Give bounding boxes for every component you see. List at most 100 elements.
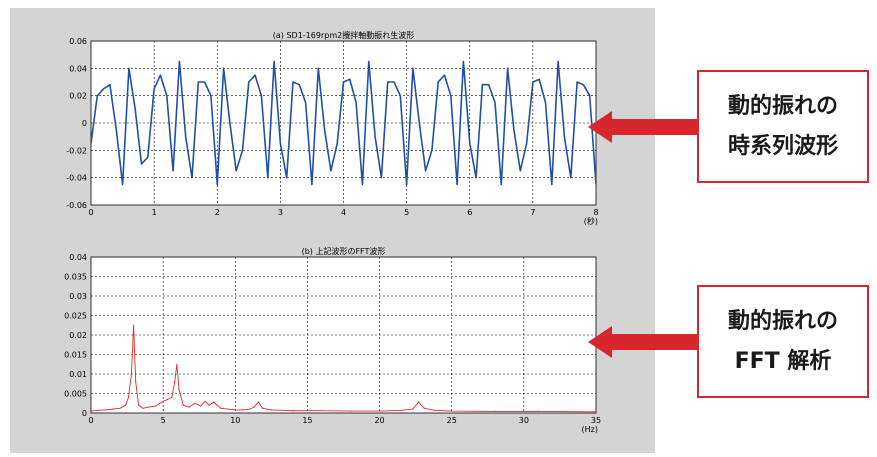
x-tick-label: 1 (152, 208, 157, 217)
data-point (257, 401, 259, 403)
data-point (185, 136, 187, 138)
x-tick-label: 3 (278, 208, 283, 217)
data-point (589, 95, 591, 97)
data-point (462, 60, 464, 63)
data-point (104, 409, 106, 411)
data-point (208, 404, 210, 406)
data-point (450, 95, 452, 97)
x-tick-label: 5 (404, 208, 409, 217)
y-tick-label: 0 (82, 119, 87, 128)
data-point (532, 81, 534, 83)
data-point (551, 183, 553, 186)
y-tick-label: 0.04 (69, 64, 87, 73)
data-point (595, 411, 596, 413)
y-tick-label: -0.04 (66, 174, 87, 183)
data-point (174, 381, 176, 383)
data-point (576, 81, 578, 83)
y-tick-label: -0.02 (66, 146, 87, 155)
data-point (350, 410, 352, 412)
data-point (142, 407, 144, 409)
data-point (153, 88, 155, 90)
y-tick-label: 0.02 (69, 92, 87, 101)
data-point (130, 373, 132, 375)
data-point (399, 95, 401, 97)
data-point (557, 60, 559, 63)
data-point (595, 183, 596, 186)
callout-fft: 動的振れの FFT 解析 (697, 285, 869, 398)
data-point (456, 183, 458, 186)
callout-time-series: 動的振れの 時系列波形 (697, 70, 869, 183)
data-point (563, 136, 566, 138)
data-point (537, 410, 539, 412)
data-point (400, 409, 402, 411)
data-point (305, 101, 307, 104)
data-point (125, 404, 127, 406)
data-point (418, 122, 420, 124)
data-point (423, 407, 425, 409)
data-point (200, 405, 202, 407)
data-point (544, 101, 547, 104)
x-tick-label: 10 (230, 416, 240, 425)
data-point (437, 81, 439, 83)
data-point (349, 78, 351, 80)
y-tick-label: 0.025 (64, 312, 87, 321)
data-point (166, 398, 169, 400)
data-point (178, 389, 180, 391)
data-point (248, 81, 250, 83)
chart-title: (b) 上記波形のFFT波形 (302, 246, 386, 256)
data-point (481, 84, 483, 86)
data-point (431, 149, 433, 151)
x-tick-label: 0 (88, 208, 93, 217)
data-point (379, 410, 381, 412)
x-tick-label: 35 (591, 416, 601, 425)
data-point (96, 95, 98, 97)
data-point (412, 408, 414, 410)
y-tick-label: 0.04 (69, 253, 87, 262)
data-point (216, 183, 218, 186)
data-point (103, 88, 105, 90)
data-point (393, 81, 395, 83)
callout-fft-line1: 動的振れの (727, 308, 838, 334)
data-point (97, 409, 99, 411)
data-point (443, 74, 446, 76)
data-point (182, 404, 184, 406)
x-tick-label: 6 (467, 208, 472, 217)
y-tick-label: 0.015 (64, 351, 87, 360)
callout-fft-line2: FFT 解析 (734, 348, 832, 374)
data-point (91, 410, 92, 412)
data-point (191, 177, 193, 179)
data-point (267, 177, 269, 179)
data-point (451, 410, 453, 412)
data-point (330, 170, 332, 172)
data-point (159, 74, 161, 76)
data-point (342, 81, 345, 83)
data-point (488, 84, 490, 86)
data-point (220, 407, 222, 409)
data-point (119, 407, 121, 409)
data-point (148, 406, 150, 408)
data-point (336, 142, 338, 145)
data-point (317, 67, 319, 69)
data-point (582, 84, 585, 86)
data-point (538, 78, 540, 80)
data-point (135, 381, 137, 383)
data-point (519, 170, 521, 172)
y-tick-label: 0.005 (64, 390, 87, 399)
data-point (91, 142, 92, 145)
data-point (176, 363, 178, 365)
data-point (223, 67, 225, 69)
data-point (197, 81, 199, 83)
data-point (194, 402, 196, 404)
figure-svg: 0 1 2 3 4 5 6 7 8 0.06 0.04 0.02 0 -0.02 -0.04 -0.06 (a)… (64, 30, 601, 434)
data-point (417, 401, 420, 403)
callout-time-series-line2: 時系列波形 (727, 133, 838, 159)
data-point (241, 149, 244, 151)
data-point (570, 177, 572, 179)
data-point (241, 409, 244, 411)
data-point (292, 410, 294, 412)
x-tick-label: 7 (530, 208, 535, 217)
data-point (138, 404, 140, 406)
data-point (500, 183, 502, 186)
x-tick-label: 20 (374, 416, 384, 425)
data-point (229, 122, 231, 124)
